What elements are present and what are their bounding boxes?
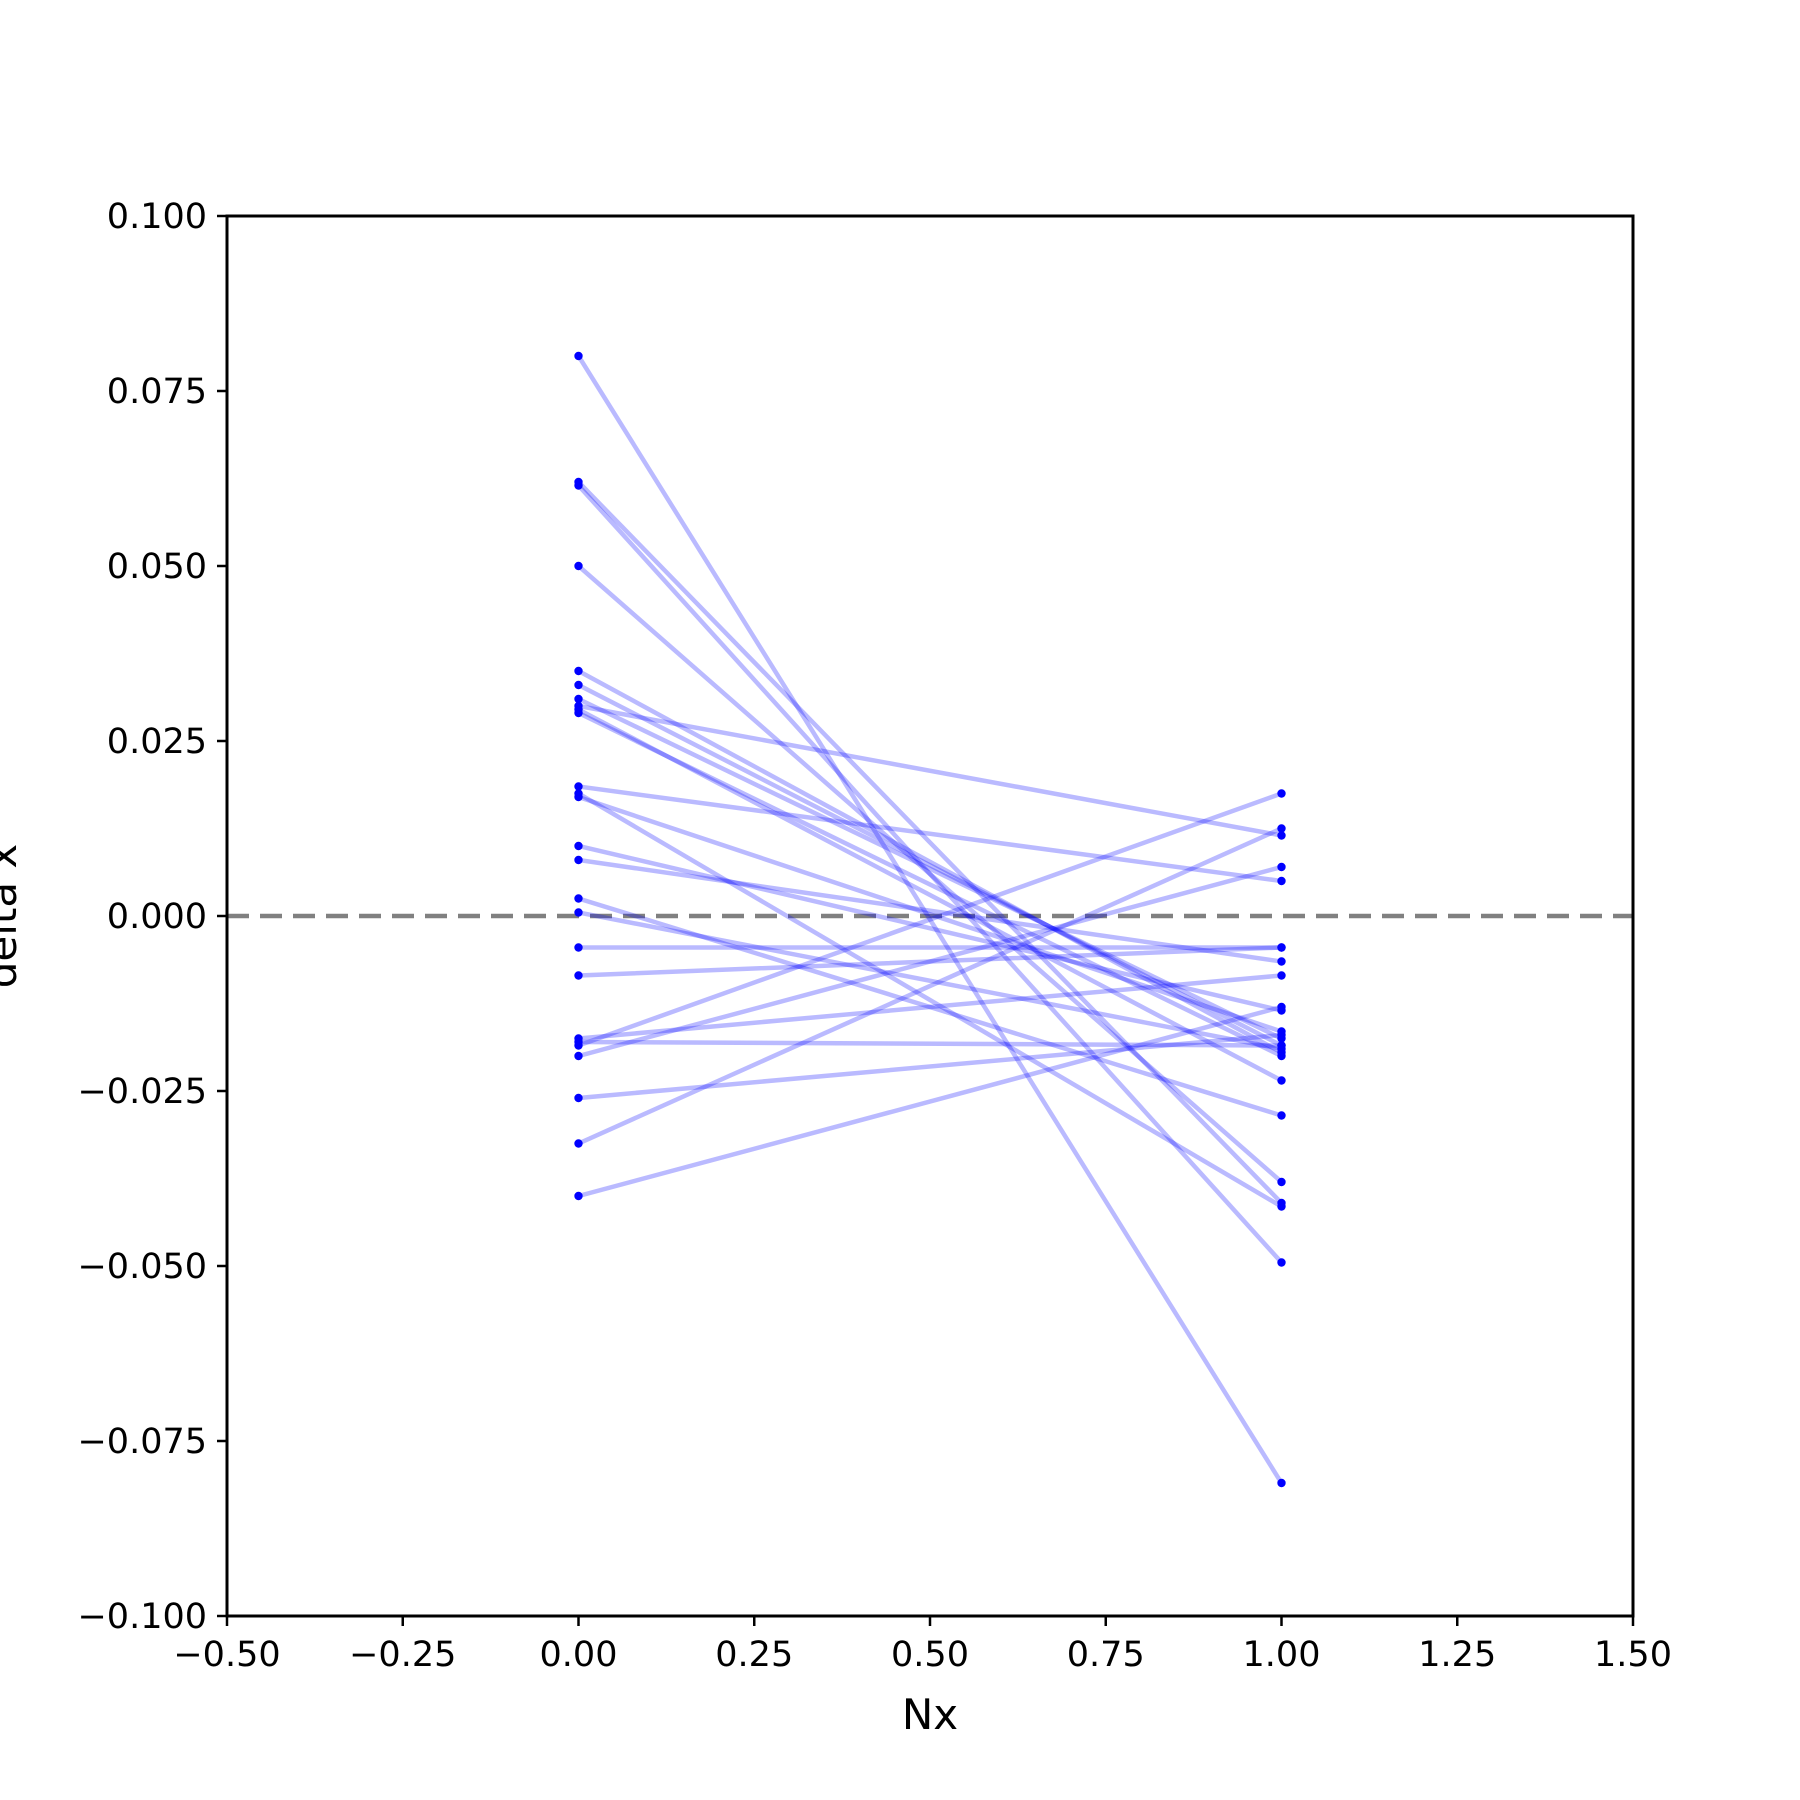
data-point-11-start [574,782,583,791]
series-line-17 [575,909,1285,1052]
data-point-7-start [574,694,583,704]
data-point-16-end [1277,1111,1286,1120]
series-line-7 [575,695,1285,1042]
data-point-4-start [574,561,583,571]
data-point-25-end [1277,824,1286,833]
data-point-18-start [574,943,583,952]
series-line-8 [575,703,1285,839]
y-tick-label: 0.000 [107,897,207,937]
data-point-19-end [1277,943,1286,952]
data-point-24-start [574,1093,583,1103]
data-point-10-end [1277,1051,1286,1061]
x-tick-label: −0.50 [173,1635,280,1675]
series-line-16 [575,895,1285,1119]
series-line-12 [575,790,1285,1210]
data-point-22-start [574,1041,583,1050]
data-point-22-end [1277,789,1286,798]
data-point-21-end [1277,1041,1286,1050]
data-point-25-start [574,1139,583,1148]
series-line-10 [575,709,1285,1060]
data-point-6-start [574,680,583,690]
data-point-11-end [1277,876,1286,886]
series-line-19 [576,945,1284,978]
series-line-9 [575,706,1285,1084]
data-point-15-start [574,855,583,865]
data-point-24-end [1277,1030,1286,1040]
data-point-15-end [1277,957,1286,966]
data-point-20-end [1277,971,1286,980]
series-line-2 [575,478,1285,1207]
data-point-14-start [574,841,583,851]
y-tick-label: 0.025 [107,722,207,762]
series-line-14 [575,843,1285,1014]
data-point-4-end [1277,1177,1286,1187]
series-line-24 [576,1032,1284,1101]
data-point-9-end [1277,1076,1286,1085]
x-tick-label: 0.75 [1067,1635,1145,1675]
series-line-21 [576,1039,1284,1048]
data-point-12-end [1277,1202,1286,1211]
y-tick-label: −0.075 [77,1422,207,1462]
data-point-1-start [574,351,583,361]
y-tick-label: 0.100 [107,197,207,237]
series-line-6 [575,681,1285,1049]
data-point-3-start [574,481,583,490]
axes-layer: −0.50 −0.25 0.00 0.25 0.50 0.75 1.00 1.25 1.50 −0… [77,197,1672,1675]
data-point-23-start [574,1051,583,1061]
data-point-17-start [574,908,583,917]
x-tick-label: −0.25 [349,1635,456,1675]
data-point-26-end [1277,1002,1286,1012]
marks-layer [227,351,1633,1488]
y-tick-label: 0.075 [107,372,207,412]
series-line-3 [575,482,1285,1266]
x-tick-label: 1.00 [1243,1635,1321,1675]
series-line-22 [575,790,1285,1049]
series-line-4 [575,562,1285,1186]
series-line-26 [575,1004,1285,1199]
series-line-1 [575,352,1285,1487]
data-point-23-end [1277,862,1286,872]
data-point-26-start [574,1191,583,1201]
x-tick-label: 0.25 [715,1635,793,1675]
x-axis-label: Nx [902,1690,958,1739]
y-tick-label: 0.050 [107,547,207,587]
x-tick-label: 0.50 [891,1635,969,1675]
y-axis-label: delta x [0,844,26,989]
data-point-13-start [574,792,583,802]
series-line-23 [575,864,1285,1059]
y-tick-label: −0.025 [77,1072,207,1112]
data-point-19-start [574,971,583,980]
data-point-16-start [574,894,583,903]
data-point-5-start [574,666,583,676]
series-line-20 [576,973,1284,1041]
data-point-1-end [1277,1478,1286,1488]
y-tick-label: −0.100 [77,1597,207,1637]
y-tick-label: −0.050 [77,1247,207,1287]
x-tick-label: 1.25 [1418,1635,1496,1675]
x-tick-label: 1.50 [1594,1635,1672,1675]
series-line-5 [575,667,1285,1056]
x-tick-label: 0.00 [540,1635,618,1675]
data-point-3-end [1277,1258,1286,1267]
series-line-25 [575,825,1285,1147]
series-line-15 [575,857,1285,965]
series-line-11 [575,783,1285,884]
series-line-13 [575,794,1285,1035]
data-point-8-end [1277,831,1286,840]
data-point-10-start [574,708,583,718]
